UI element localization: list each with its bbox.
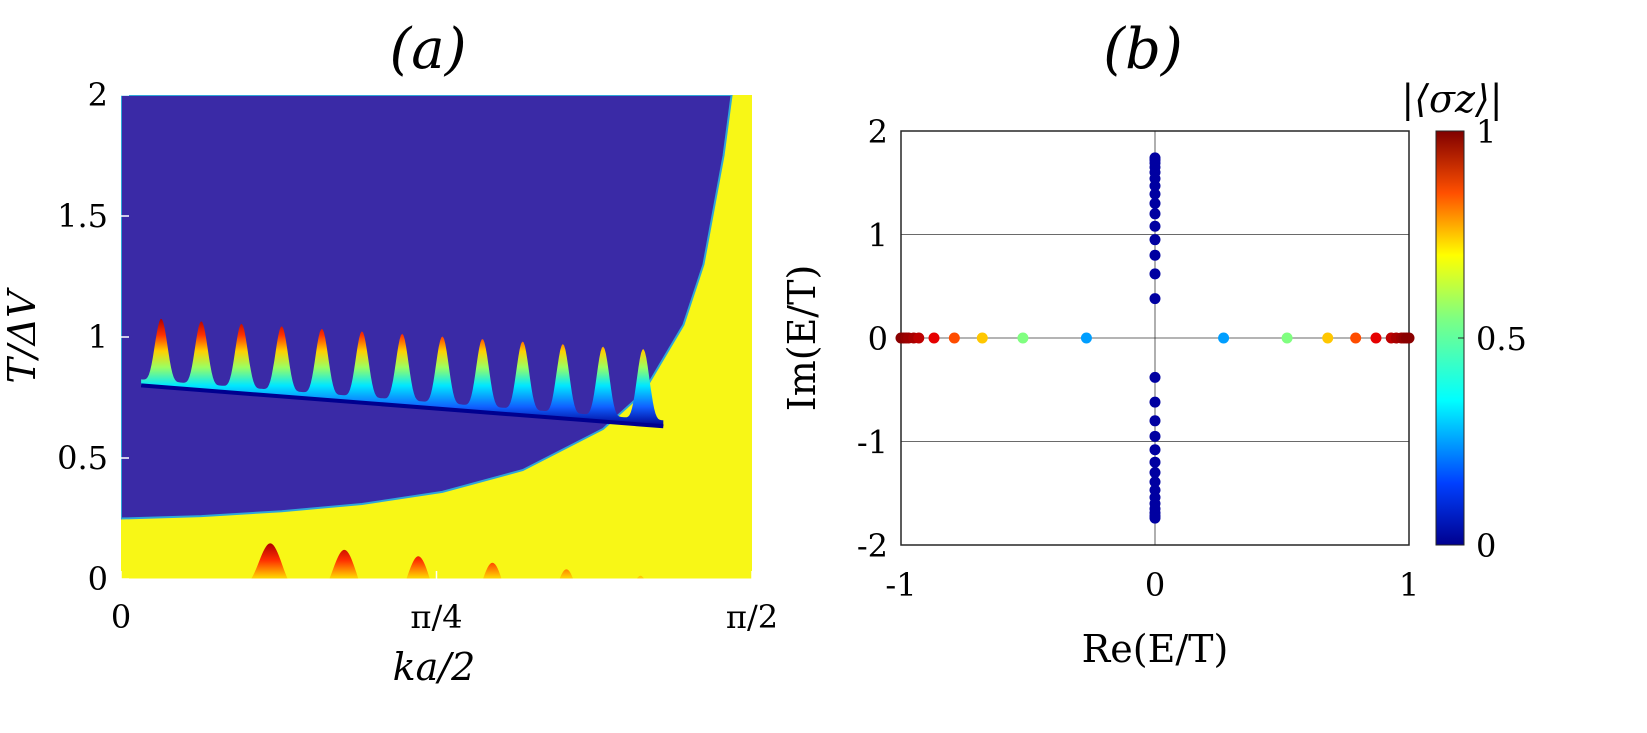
x-tick-label-b: -1 (885, 566, 916, 604)
y-tick-label-a: 1 (88, 318, 108, 356)
upper-wavefunction-base (140, 383, 664, 429)
data-point (1149, 467, 1161, 479)
lower-wavefunction-surface (251, 543, 645, 579)
data-point (976, 332, 988, 344)
data-point (1017, 332, 1029, 344)
x-tick-label-b: 1 (1399, 566, 1419, 604)
y-tick-label-b: -1 (857, 424, 888, 462)
data-point (1149, 512, 1161, 524)
y-tick-label-b: 0 (868, 320, 888, 358)
y-tick-label-a: 0 (88, 560, 108, 598)
y-tick-label-b: 1 (868, 217, 888, 255)
upper-wavefunction-inset (140, 318, 664, 429)
y-tick-labels-b: -2 -1 0 1 2 (857, 113, 888, 565)
phase-region-blue (121, 95, 733, 520)
y-axis-label-b: Im(E/T) (780, 265, 824, 412)
data-point (1403, 332, 1415, 344)
data-point (1149, 220, 1161, 232)
colorbar-tick-label: 1 (1476, 113, 1496, 151)
colorbar-ticks: 00.51 (1458, 113, 1527, 565)
colorbar-label: |⟨σz⟩| (1401, 77, 1502, 121)
x-axis-label-a: ka/2 (393, 645, 476, 689)
data-point (1149, 249, 1161, 261)
data-point (1322, 332, 1334, 344)
data-point (1149, 188, 1161, 200)
x-tick-label-b: 0 (1145, 566, 1165, 604)
colorbar-tick-label: 0 (1476, 527, 1496, 565)
y-tick-label-a: 1.5 (57, 197, 108, 235)
data-point (1149, 293, 1161, 305)
data-point (1281, 332, 1293, 344)
y-tick-label-b: 2 (868, 113, 888, 151)
scatter-points (895, 152, 1415, 524)
y-tick-label-b: -2 (857, 527, 888, 565)
x-tick-label-a: 0 (111, 598, 131, 636)
tick-marks-a (120, 94, 753, 580)
data-point (1149, 197, 1161, 209)
data-point (1218, 332, 1230, 344)
y-axis-label-a: T/ΔV (0, 287, 44, 384)
panel-b-label: (b) (1103, 17, 1183, 82)
data-point (1149, 430, 1161, 442)
y-tick-labels-a: 0 0.5 1 1.5 2 (57, 76, 108, 598)
data-point (1149, 415, 1161, 427)
panel-a: (a) 0 π/4 π/2 0 0.5 1 1.5 2 ka/2 T/ΔV (0, 17, 778, 689)
data-point (1149, 396, 1161, 408)
x-tick-label-a: π/2 (726, 598, 778, 636)
data-point (1149, 476, 1161, 488)
x-tick-labels-a: 0 π/4 π/2 (111, 598, 778, 636)
data-point (1149, 234, 1161, 246)
data-point (1149, 152, 1161, 164)
data-point (1149, 456, 1161, 468)
x-tick-label-a: π/4 (410, 598, 462, 636)
panel-a-label: (a) (389, 17, 466, 82)
data-point (928, 332, 940, 344)
data-point (1149, 208, 1161, 220)
x-tick-labels-b: -1 0 1 (885, 566, 1419, 604)
upper-wavefunction-surface (141, 318, 664, 427)
data-point (1370, 332, 1382, 344)
colorbar-tick-label: 0.5 (1476, 320, 1527, 358)
data-point (913, 332, 925, 344)
data-point (1080, 332, 1092, 344)
data-point (1149, 371, 1161, 383)
y-tick-label-a: 2 (88, 76, 108, 114)
x-axis-label-b: Re(E/T) (1082, 627, 1229, 671)
y-tick-label-a: 0.5 (57, 439, 108, 477)
data-point (1149, 268, 1161, 280)
lower-wavefunction-base (233, 591, 751, 656)
data-point (948, 332, 960, 344)
data-point (1350, 332, 1362, 344)
lower-wavefunction-inset (233, 543, 751, 656)
data-point (1149, 444, 1161, 456)
